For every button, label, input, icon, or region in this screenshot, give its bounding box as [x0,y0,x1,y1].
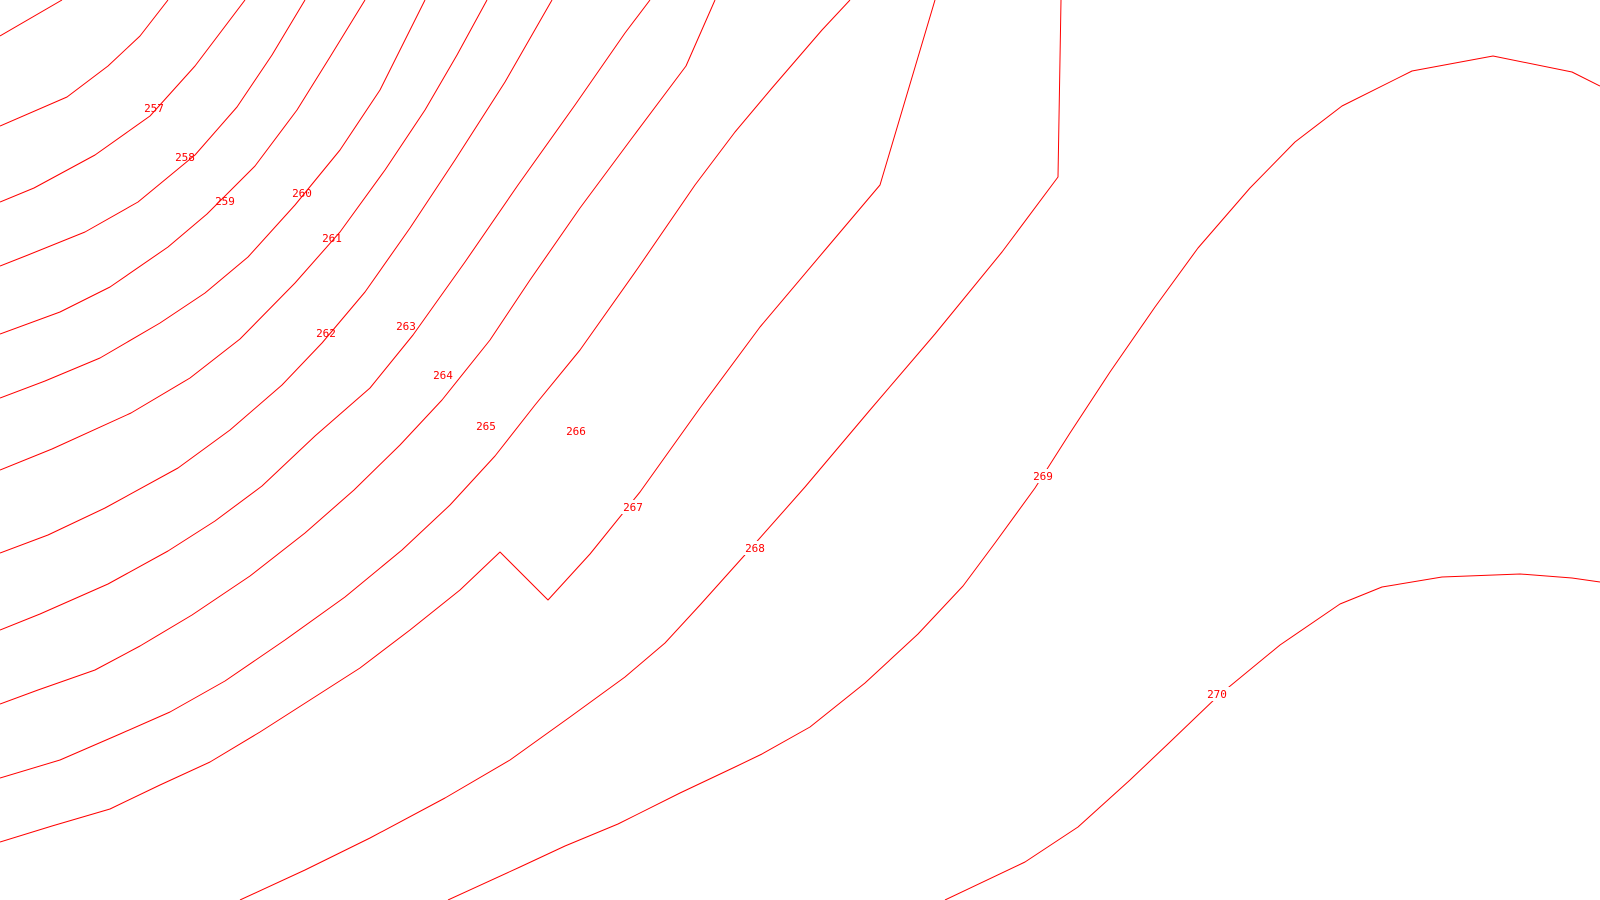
contour-label-261: 261 [322,232,342,245]
label-halo [212,194,238,208]
label-halo [1204,687,1230,701]
label-halo [563,424,589,438]
contour-260: 260 [0,0,366,335]
contour-label-265: 265 [476,420,496,433]
contour-269: 269 [447,55,1600,900]
label-halo [289,186,315,200]
contour-line-257b [0,0,169,127]
contour-line-270 [944,573,1600,900]
contour-label-267: 267 [623,501,643,514]
label-halo [742,541,768,555]
contour-label-262: 262 [316,327,336,340]
contour-label-258: 258 [175,151,195,164]
label-halo [430,368,456,382]
contour-label-260: 260 [292,187,312,200]
contour-261: 261 [0,0,426,399]
contour-label-257: 257 [144,102,164,115]
contour-label-270: 270 [1207,688,1227,701]
contour-line-260 [0,0,366,335]
contour-line-259 [0,0,306,267]
contour-257: 257 [0,0,169,127]
label-halo [393,319,419,333]
contour-label-269: 269 [1033,470,1053,483]
contour-267: 267 [0,0,936,843]
contour-265: 265 [0,0,716,705]
label-halo [1030,469,1056,483]
contour-268: 268 [239,0,1062,900]
contour-line-268 [239,0,1062,900]
contour-263: 263 [0,0,553,554]
contour-label-264: 264 [433,369,453,382]
contour-258: 258 [0,0,246,203]
contour-label-266: 266 [566,425,586,438]
contour-label-259: 259 [215,195,235,208]
contour-262: 262 [0,0,488,471]
contour-line-261 [0,0,426,399]
contour-line-264 [0,0,651,631]
label-halo [473,419,499,433]
label-halo [319,231,345,245]
contour-line-262 [0,0,488,471]
contour-line-257 [0,0,63,37]
contour-270: 270 [944,573,1600,900]
contour-259: 259 [0,0,306,267]
contour-line-263 [0,0,553,554]
contour-line-258 [0,0,246,203]
contour-line-266 [0,0,851,779]
contour-264: 264 [0,0,651,631]
contour-label-263: 263 [396,320,416,333]
contour-label-268: 268 [745,542,765,555]
label-halo [313,326,339,340]
contour-line-265 [0,0,716,705]
contour-line-267 [0,0,936,843]
label-halo [172,150,198,164]
contour-line-269 [447,55,1600,900]
label-halo [620,500,646,514]
contour-266: 266 [0,0,851,779]
